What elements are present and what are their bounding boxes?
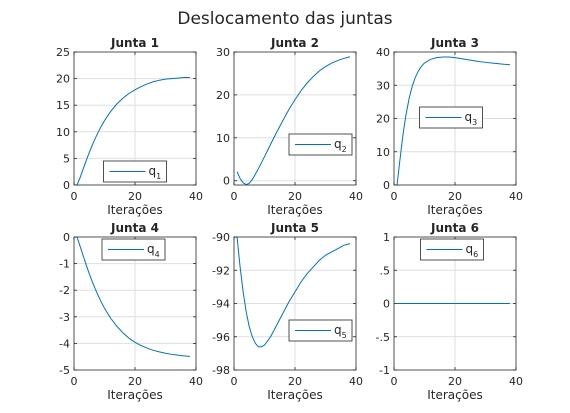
x-axis-label: Iterações bbox=[107, 388, 163, 402]
x-tick-label: 40 bbox=[509, 375, 523, 388]
subplot-title: Junta 2 bbox=[270, 36, 319, 50]
y-tick-label: -94 bbox=[212, 298, 230, 311]
figure-title: Deslocamento das juntas bbox=[177, 9, 392, 29]
x-tick-label: 0 bbox=[231, 190, 238, 203]
x-tick-label: 20 bbox=[448, 190, 462, 203]
legend-label: q5 bbox=[334, 323, 347, 340]
subplot-2: 0 20 40 0 10 20 30 Junta 2 Iterações q2 bbox=[216, 36, 363, 217]
y-tick-label: -96 bbox=[212, 331, 230, 344]
series-line bbox=[396, 56, 510, 185]
x-axis-label: Iterações bbox=[427, 203, 483, 217]
legend-label: q3 bbox=[465, 110, 478, 127]
x-tick-label: 40 bbox=[189, 375, 203, 388]
y-tick-label: 0 bbox=[383, 179, 390, 192]
series-line bbox=[236, 56, 351, 185]
y-tick-label: .5 bbox=[380, 264, 391, 277]
y-tick-label: -.5 bbox=[376, 331, 390, 344]
y-tick-label: 0 bbox=[223, 175, 230, 188]
subplot-title: Junta 4 bbox=[110, 221, 159, 235]
x-axis-label: Iterações bbox=[267, 388, 323, 402]
x-tick-label: 20 bbox=[128, 375, 142, 388]
y-tick-label: 0 bbox=[63, 179, 70, 192]
subplot-4: 0 20 40 -5 -4 -3 -2 -1 0 Junta 4 Iterações q4 bbox=[59, 221, 203, 402]
x-tick-label: 0 bbox=[231, 375, 238, 388]
y-tick-label: 10 bbox=[56, 126, 70, 139]
y-tick-label: -98 bbox=[212, 364, 230, 377]
subplot-title: Junta 3 bbox=[430, 36, 479, 50]
x-axis-label: Iterações bbox=[107, 203, 163, 217]
y-tick-label: -3 bbox=[59, 311, 70, 324]
x-tick-label: 40 bbox=[189, 190, 203, 203]
legend: q4 bbox=[101, 238, 166, 261]
legend-label: q1 bbox=[149, 164, 162, 181]
subplot-title: Junta 1 bbox=[110, 36, 159, 50]
subplot-1: 0 20 40 0 5 10 15 20 25 Junta 1 Iterações q1 bbox=[56, 36, 203, 217]
legend: q2 bbox=[288, 133, 353, 156]
series-line bbox=[76, 237, 190, 357]
y-tick-label: 5 bbox=[63, 152, 70, 165]
legend: q5 bbox=[288, 319, 353, 342]
y-tick-label: 15 bbox=[56, 99, 70, 112]
x-tick-label: 0 bbox=[71, 190, 78, 203]
y-tick-label: -2 bbox=[59, 284, 70, 297]
x-tick-label: 20 bbox=[448, 375, 462, 388]
y-tick-label: 20 bbox=[56, 73, 70, 86]
x-tick-label: 0 bbox=[71, 375, 78, 388]
y-tick-label: 40 bbox=[376, 46, 390, 59]
subplot-5: 0 20 40 -98 -96 -94 -92 -90 Junta 5 Iterações q5 bbox=[212, 221, 363, 402]
y-tick-label: 20 bbox=[216, 89, 230, 102]
y-tick-label: -90 bbox=[212, 231, 230, 244]
legend: q1 bbox=[103, 160, 167, 183]
y-tick-label: 0 bbox=[63, 231, 70, 244]
legend-label: q2 bbox=[334, 137, 347, 154]
y-tick-label: 20 bbox=[376, 113, 390, 126]
legend: q6 bbox=[420, 238, 484, 261]
legend: q3 bbox=[419, 106, 483, 129]
x-axis-label: Iterações bbox=[427, 388, 483, 402]
legend-label: q4 bbox=[147, 242, 160, 259]
x-tick-label: 20 bbox=[128, 190, 142, 203]
y-tick-label: -1 bbox=[59, 258, 70, 271]
x-tick-label: 0 bbox=[391, 190, 398, 203]
x-tick-label: 40 bbox=[509, 190, 523, 203]
series-line bbox=[76, 77, 190, 185]
series-line bbox=[236, 237, 351, 348]
x-tick-label: 20 bbox=[288, 190, 302, 203]
x-axis-label: Iterações bbox=[267, 203, 323, 217]
x-tick-label: 40 bbox=[349, 375, 363, 388]
y-tick-label: -5 bbox=[59, 364, 70, 377]
y-tick-label: 10 bbox=[216, 132, 230, 145]
y-tick-label: 25 bbox=[56, 46, 70, 59]
subplot-title: Junta 5 bbox=[270, 221, 319, 235]
x-tick-label: 0 bbox=[391, 375, 398, 388]
subplot-3: 0 20 40 0 10 20 30 40 Junta 3 Iterações q3 bbox=[376, 36, 523, 217]
y-tick-label: -4 bbox=[59, 337, 70, 350]
y-tick-label: 0 bbox=[383, 298, 390, 311]
y-tick-label: 1 bbox=[383, 231, 390, 244]
legend-label: q6 bbox=[466, 242, 479, 259]
x-tick-label: 20 bbox=[288, 375, 302, 388]
x-tick-label: 40 bbox=[349, 190, 363, 203]
subplot-title: Junta 6 bbox=[430, 221, 479, 235]
y-tick-label: -92 bbox=[212, 264, 230, 277]
y-tick-label: 30 bbox=[216, 46, 230, 59]
subplot-6: 0 20 40 -1 -.5 0 .5 1 Junta 6 Iterações q6 bbox=[376, 221, 523, 402]
y-tick-label: -1 bbox=[379, 364, 390, 377]
y-tick-label: 30 bbox=[376, 79, 390, 92]
y-tick-label: 10 bbox=[376, 146, 390, 159]
